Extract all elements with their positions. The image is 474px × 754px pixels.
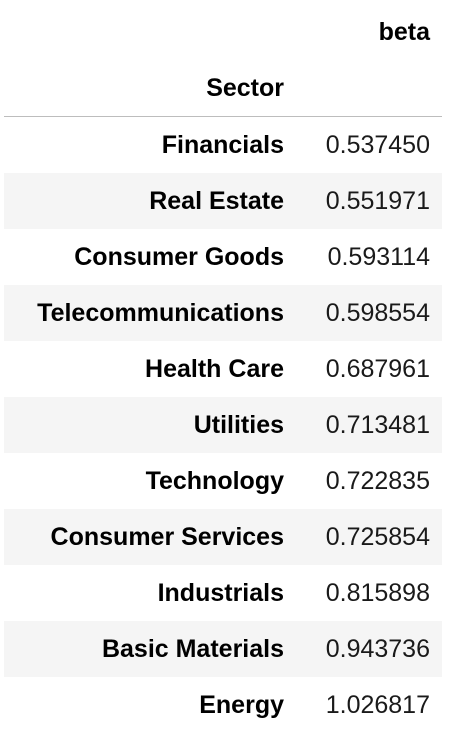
table-row: Basic Materials 0.943736 xyxy=(4,621,442,677)
table-row: Financials 0.537450 xyxy=(4,117,442,174)
table-row: Real Estate 0.551971 xyxy=(4,173,442,229)
column-header-row: beta xyxy=(4,4,442,60)
table-header: beta Sector xyxy=(4,4,442,117)
row-label: Real Estate xyxy=(149,186,284,215)
beta-value: 0.815898 xyxy=(325,578,430,607)
beta-value: 0.725854 xyxy=(325,522,430,551)
beta-value: 0.598554 xyxy=(325,298,430,327)
beta-value: 0.551971 xyxy=(325,186,430,215)
row-label: Technology xyxy=(145,466,284,495)
table-row: Telecommunications 0.598554 xyxy=(4,285,442,341)
row-label: Telecommunications xyxy=(37,298,284,327)
table-row: Energy 1.026817 xyxy=(4,677,442,733)
index-name-row: Sector xyxy=(4,60,442,117)
beta-value: 0.943736 xyxy=(325,634,430,663)
table-row: Health Care 0.687961 xyxy=(4,341,442,397)
row-label: Energy xyxy=(199,690,284,719)
table-row: Consumer Services 0.725854 xyxy=(4,509,442,565)
header-blank-cell xyxy=(4,4,296,60)
beta-value: 0.687961 xyxy=(325,354,430,383)
beta-value: 0.593114 xyxy=(327,242,430,271)
row-label: Financials xyxy=(161,130,284,159)
beta-value: 1.026817 xyxy=(325,690,430,719)
table-body: Financials 0.537450 Real Estate 0.551971… xyxy=(4,117,442,734)
table-row: Consumer Goods 0.593114 xyxy=(4,229,442,285)
beta-table: beta Sector Financials 0.537450 Real Est… xyxy=(4,4,442,733)
index-name-sector: Sector xyxy=(4,60,296,117)
dataframe-output: beta Sector Financials 0.537450 Real Est… xyxy=(4,4,442,733)
table-row: Technology 0.722835 xyxy=(4,453,442,509)
table-row: Industrials 0.815898 xyxy=(4,565,442,621)
row-label: Basic Materials xyxy=(101,634,284,663)
row-label: Health Care xyxy=(145,354,284,383)
beta-value: 0.537450 xyxy=(325,130,430,159)
column-header-beta: beta xyxy=(378,17,430,46)
index-name-blank-cell xyxy=(296,60,442,117)
table-row: Utilities 0.713481 xyxy=(4,397,442,453)
row-label: Industrials xyxy=(157,578,284,607)
beta-value: 0.722835 xyxy=(325,466,430,495)
row-label: Consumer Goods xyxy=(74,242,284,271)
row-label: Consumer Services xyxy=(50,522,284,551)
beta-value: 0.713481 xyxy=(325,410,430,439)
row-label: Utilities xyxy=(193,410,284,439)
